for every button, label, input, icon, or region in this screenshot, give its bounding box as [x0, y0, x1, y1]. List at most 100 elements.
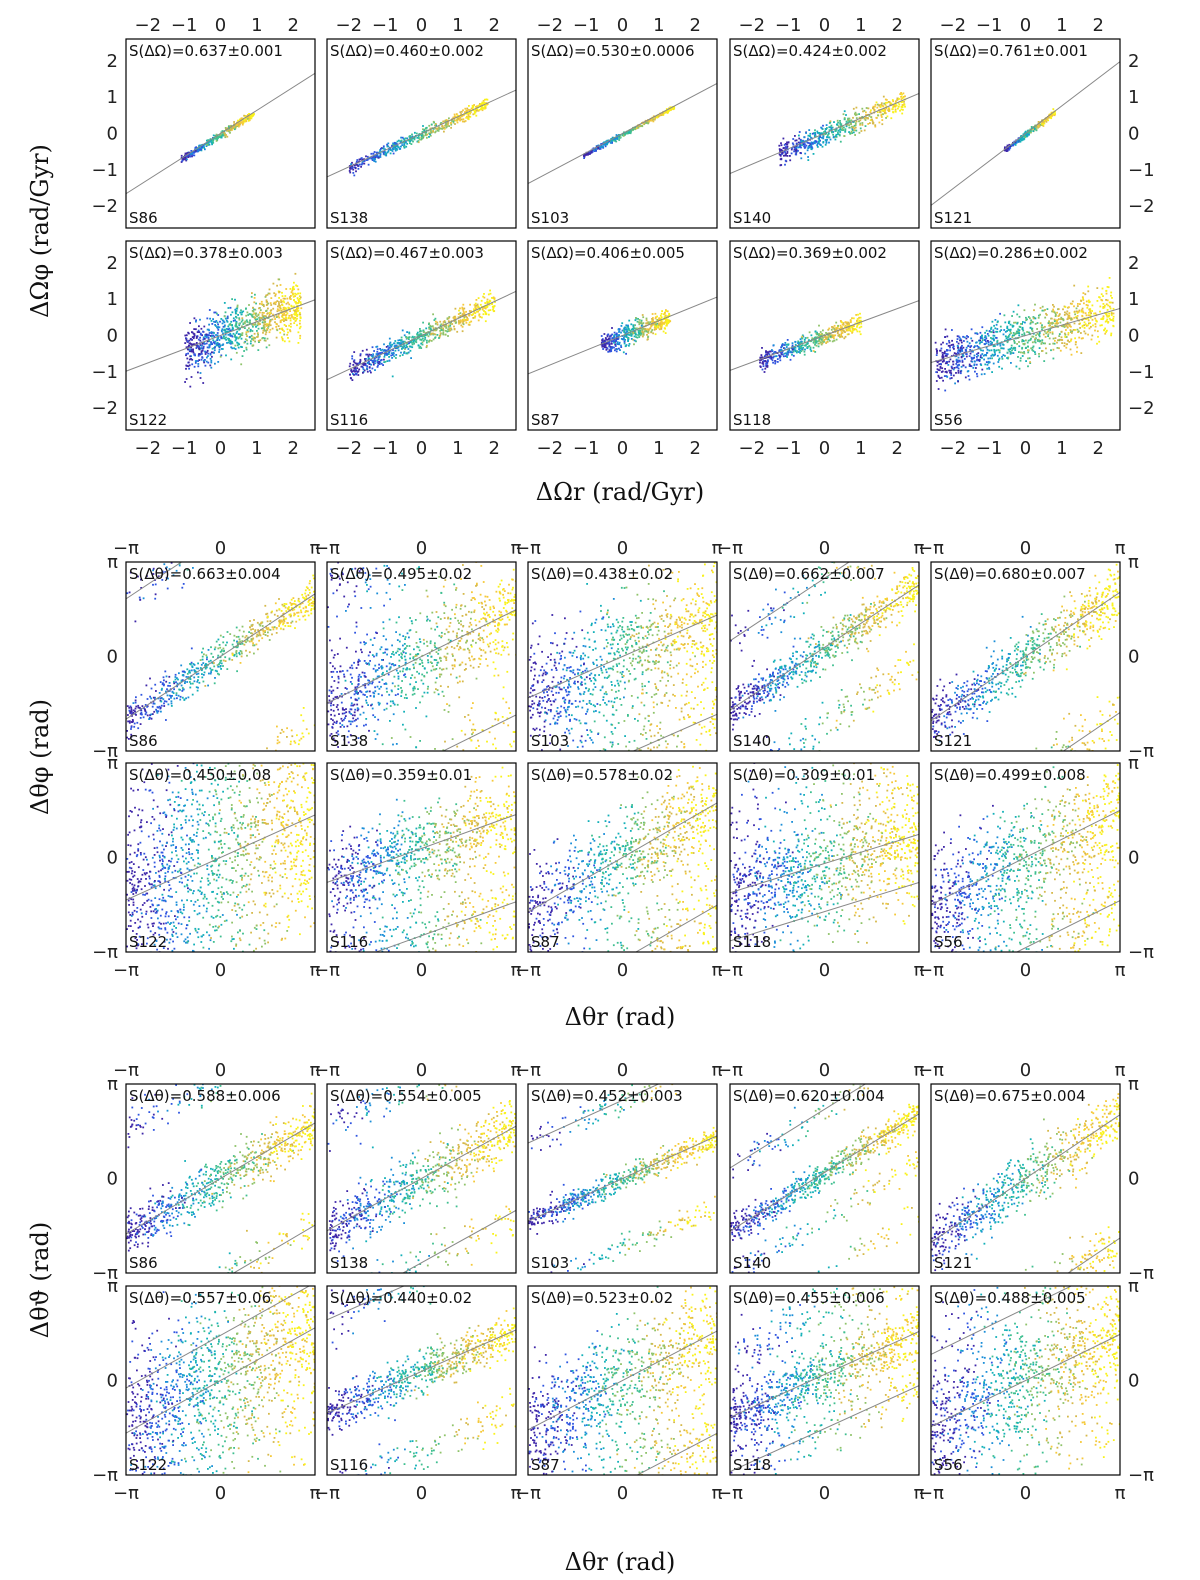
data-point — [630, 323, 633, 326]
data-point — [261, 314, 264, 316]
data-point — [236, 344, 239, 347]
data-point — [392, 148, 395, 150]
data-point — [245, 333, 248, 336]
data-point — [799, 145, 801, 148]
data-point — [467, 313, 470, 316]
data-point — [223, 133, 226, 136]
data-point — [375, 155, 378, 157]
y-tick-label-left: 1 — [107, 87, 118, 108]
data-point — [201, 146, 203, 148]
data-point — [214, 325, 217, 327]
data-point — [904, 95, 906, 98]
data-point — [254, 318, 257, 321]
data-point — [831, 335, 834, 338]
data-point — [807, 142, 810, 144]
data-point — [484, 307, 487, 310]
data-point — [419, 338, 422, 341]
data-point — [460, 110, 463, 113]
data-point — [364, 360, 367, 362]
data-point — [584, 154, 587, 156]
data-point — [460, 113, 462, 115]
data-point — [790, 152, 793, 155]
data-point — [830, 334, 832, 337]
data-point — [242, 310, 245, 313]
data-point — [465, 315, 468, 318]
data-point — [289, 310, 291, 312]
data-point — [839, 128, 841, 131]
data-point — [401, 329, 404, 332]
x-tick-label-bottom: 0 — [215, 438, 226, 459]
data-point — [475, 299, 478, 301]
data-point — [233, 124, 236, 127]
data-point — [430, 123, 433, 126]
data-point — [281, 300, 283, 303]
data-point — [838, 134, 841, 137]
data-point — [816, 142, 819, 145]
data-point — [193, 343, 196, 346]
data-point — [847, 121, 850, 124]
data-point — [809, 146, 811, 148]
data-point — [882, 95, 885, 98]
data-point — [370, 157, 373, 160]
data-point — [408, 332, 411, 335]
data-point — [976, 373, 978, 375]
data-point — [778, 144, 781, 147]
data-point — [458, 321, 460, 323]
data-point — [786, 353, 789, 356]
data-point — [248, 113, 251, 115]
data-point — [241, 355, 244, 357]
data-point — [628, 130, 630, 133]
data-point — [354, 362, 357, 365]
data-point — [840, 333, 842, 336]
data-point — [353, 374, 355, 376]
data-point — [618, 135, 621, 137]
data-point — [193, 334, 196, 337]
data-point — [398, 148, 401, 150]
data-point — [850, 130, 853, 133]
data-point — [288, 303, 291, 306]
data-point — [629, 130, 631, 132]
data-point — [263, 324, 266, 326]
data-point — [478, 109, 481, 111]
data-point — [827, 328, 830, 331]
simulation-label: S87 — [531, 411, 560, 429]
data-point — [664, 314, 667, 317]
data-point — [214, 321, 217, 323]
data-point — [185, 153, 188, 155]
data-point — [625, 132, 628, 135]
data-point — [234, 298, 236, 301]
data-point — [803, 350, 806, 353]
data-point — [811, 337, 814, 340]
data-point — [1008, 148, 1011, 151]
data-point — [587, 152, 590, 155]
x-tick-label-bottom: 2 — [689, 438, 700, 459]
data-point — [257, 339, 260, 342]
data-point — [226, 135, 229, 138]
data-point — [420, 330, 422, 333]
data-point — [629, 132, 632, 135]
data-point — [351, 161, 353, 164]
data-point — [231, 311, 234, 314]
data-point — [433, 319, 436, 321]
data-point — [491, 303, 493, 305]
data-point — [791, 344, 794, 347]
data-point — [281, 291, 283, 294]
data-point — [853, 127, 856, 130]
data-point — [1009, 348, 1011, 350]
data-point — [281, 304, 284, 307]
data-point — [376, 350, 379, 353]
data-point — [217, 136, 220, 139]
data-point — [780, 157, 783, 160]
stat-label: S(ΔΩ)=0.369±0.002 — [733, 244, 887, 262]
data-point — [443, 320, 446, 322]
data-point — [791, 353, 793, 356]
data-point — [430, 131, 433, 134]
data-point — [425, 334, 428, 337]
data-point — [658, 317, 661, 320]
data-point — [656, 325, 659, 327]
data-point — [411, 135, 414, 138]
data-point — [1019, 140, 1022, 143]
data-point — [276, 329, 279, 332]
data-point — [1009, 145, 1012, 147]
